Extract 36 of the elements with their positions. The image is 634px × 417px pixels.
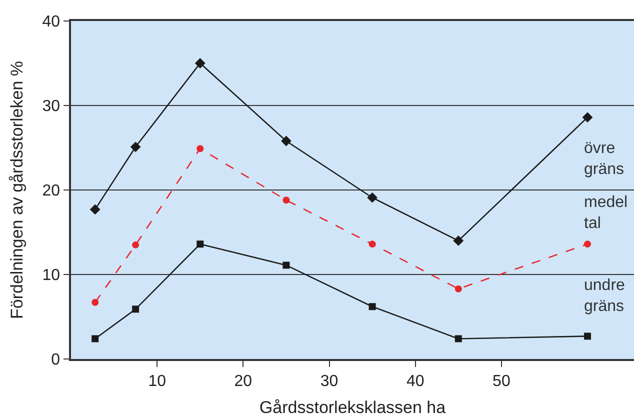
x-tick-label: 30 [320, 372, 338, 390]
point [368, 240, 376, 248]
y-tick-label: 20 [42, 182, 60, 200]
point [92, 335, 99, 342]
x-tick-label: 40 [406, 372, 424, 390]
x-tick-label: 50 [492, 372, 510, 390]
point [453, 236, 464, 246]
series-label: medel tal [584, 194, 628, 232]
series-label: undre gräns [584, 277, 626, 315]
point [196, 145, 204, 152]
point [130, 142, 141, 152]
point [584, 240, 592, 248]
point [282, 262, 290, 269]
point [454, 285, 462, 292]
y-tick-label: 30 [42, 98, 60, 116]
point [584, 332, 592, 340]
x-tick-label: 10 [148, 372, 166, 390]
point [196, 240, 204, 248]
y-tick-label: 0 [51, 352, 60, 369]
point [368, 303, 376, 310]
point [194, 58, 206, 68]
x-axis-title: Gårdsstorleksklassen ha [259, 398, 446, 417]
series-label: övre gräns [584, 140, 624, 178]
y-tick-label: 10 [42, 267, 60, 284]
point [282, 196, 290, 204]
y-axis-title: Fördelningen av gårdsstorleken % [7, 61, 26, 319]
y-tick-label: 40 [42, 14, 60, 31]
point [454, 335, 462, 342]
point [582, 112, 593, 123]
point [90, 204, 100, 215]
point [132, 241, 140, 248]
point [132, 306, 140, 313]
point [367, 192, 378, 203]
point [281, 136, 292, 146]
point [92, 298, 99, 306]
x-tick-label: 20 [234, 372, 252, 390]
